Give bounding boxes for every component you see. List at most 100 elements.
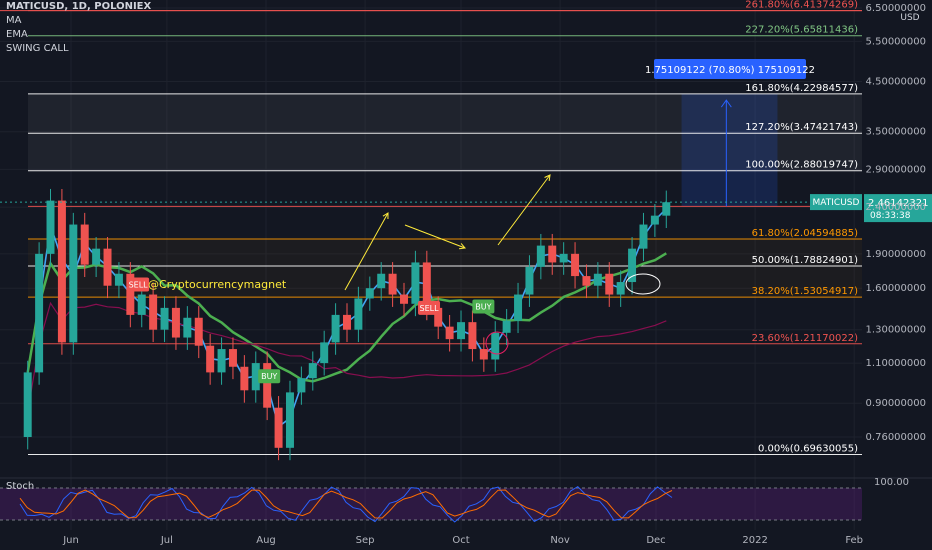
price-tick-label: 1.30000000 — [866, 325, 926, 336]
trend-arrow — [497, 174, 551, 246]
price-tick-label: 1.60000000 — [866, 283, 926, 294]
indicator-swing-call[interactable]: SWING CALL — [6, 43, 69, 54]
candle-body — [274, 407, 283, 448]
fib-label: 61.80%(2.04594885) — [752, 228, 858, 239]
price-tick-label: 2.90000000 — [866, 164, 926, 175]
price-tick-label: 6.50000000 — [866, 3, 926, 14]
candle-body — [479, 349, 488, 360]
stoch-pane: 100.00 — [0, 477, 932, 523]
price-tick-label: 2.40000000 — [866, 202, 926, 213]
arrow-head — [544, 174, 551, 182]
candle-body — [217, 349, 226, 373]
signal-sell-label — [127, 277, 150, 292]
stoch-k-line — [19, 485, 673, 523]
countdown-label: 08:33:38 — [870, 211, 911, 221]
candle-body — [343, 314, 351, 330]
stoch-label[interactable]: Stoch — [6, 481, 35, 492]
price-tick-label: 0.76000000 — [866, 432, 926, 443]
fib-zones — [28, 93, 862, 298]
candle-body — [149, 294, 158, 330]
signal-buy-label — [258, 369, 281, 384]
fib-label: 227.20%(5.65811436) — [745, 25, 858, 36]
price-tick-label: 3.50000000 — [866, 127, 926, 138]
candle-body — [69, 224, 78, 343]
price-tick-label: 1.90000000 — [866, 249, 926, 260]
candle-body — [422, 262, 431, 308]
candle-body — [80, 224, 89, 265]
fib-label: 50.00%(1.78824901) — [752, 255, 858, 266]
candle-body — [445, 326, 454, 340]
candle-body — [593, 273, 602, 286]
signal-text: BUY — [475, 303, 491, 312]
time-label: Jul — [160, 535, 173, 546]
candle-body — [320, 342, 329, 364]
candle-body — [514, 294, 523, 321]
candle-body — [434, 307, 443, 327]
symbol-title[interactable]: MATICUSD, 1D, POLONIEX — [6, 1, 152, 12]
candle-body — [605, 273, 614, 295]
candle-body — [308, 363, 317, 379]
indicator-ema[interactable]: EMA — [6, 29, 28, 40]
measure-label-bg — [654, 59, 806, 79]
chart-legend: MATICUSD, 1D, POLONIEX MA EMA SWING CALL — [6, 0, 151, 56]
candle-body — [491, 332, 500, 360]
last-price-label: 2.46142321 — [868, 198, 928, 209]
candle-body — [160, 307, 169, 330]
candle-body — [92, 248, 101, 265]
candle-body — [377, 273, 386, 289]
fib-label: 161.80%(4.22984577) — [745, 83, 858, 94]
signal-text: BUY — [261, 372, 277, 381]
candle-body — [206, 345, 215, 373]
fib-label: 100.00%(2.88019747) — [745, 160, 858, 171]
price-tag-bg — [864, 194, 932, 223]
candle-body — [536, 245, 545, 267]
indicator-ma[interactable]: MA — [6, 15, 22, 26]
candle-body — [137, 294, 146, 315]
candle-body — [46, 200, 55, 254]
price-tick-label: 5.50000000 — [866, 36, 926, 47]
candle-body — [251, 363, 260, 391]
signal-text: SELL — [420, 304, 440, 313]
measure-label: 1.75109122 (70.80%) 175109122 — [645, 65, 815, 76]
measure-arrow-head — [720, 99, 732, 108]
candle-body — [354, 298, 363, 330]
candle-body — [171, 307, 180, 338]
candle-body — [525, 266, 534, 295]
price-tick-label: 0.90000000 — [866, 398, 926, 409]
fib-label: 23.60%(1.21170022) — [752, 333, 858, 344]
price-axis: 6.50000000 5.50000000 4.50000000 3.50000000… — [866, 3, 926, 443]
time-label: Nov — [550, 535, 570, 546]
price-tick-label: 1.10000000 — [866, 358, 926, 369]
candle-body — [183, 317, 192, 338]
candle-body — [263, 363, 272, 408]
candle-body — [297, 378, 306, 393]
highlight-ellipse — [625, 273, 661, 295]
trend-arrow — [404, 224, 466, 249]
time-label: Sep — [356, 535, 375, 546]
fib-label: 0.00%(0.69630055) — [758, 443, 858, 454]
symbol-tag: MATICUSD — [813, 198, 860, 208]
time-axis: Jun Jul Aug Sep Oct Nov Dec 2022 Feb — [62, 535, 863, 546]
candle-body — [400, 294, 408, 304]
candle-body — [548, 245, 557, 263]
fib-label: 38.20%(1.53054917) — [752, 286, 858, 297]
candle-body — [126, 273, 135, 315]
candle-body — [457, 322, 466, 340]
candles — [23, 188, 671, 461]
symbol-tag-bg — [810, 194, 862, 211]
candle-body — [285, 392, 294, 448]
candle-body — [411, 262, 420, 304]
measure-box — [681, 93, 778, 207]
candle-body — [628, 248, 637, 283]
fib-lines: 261.80%(6.41374269) 227.20%(5.65811436) 16… — [0, 0, 862, 455]
candle-body — [388, 273, 397, 295]
candle-body — [35, 253, 44, 373]
stoch-axis-label: 100.00 — [874, 477, 909, 488]
highlight-circle — [485, 331, 509, 355]
horizontal-gridlines — [0, 7, 862, 438]
trend-arrow — [344, 212, 389, 291]
time-label: Jun — [62, 535, 79, 546]
candle-body — [240, 366, 249, 391]
candle-body — [23, 372, 32, 437]
